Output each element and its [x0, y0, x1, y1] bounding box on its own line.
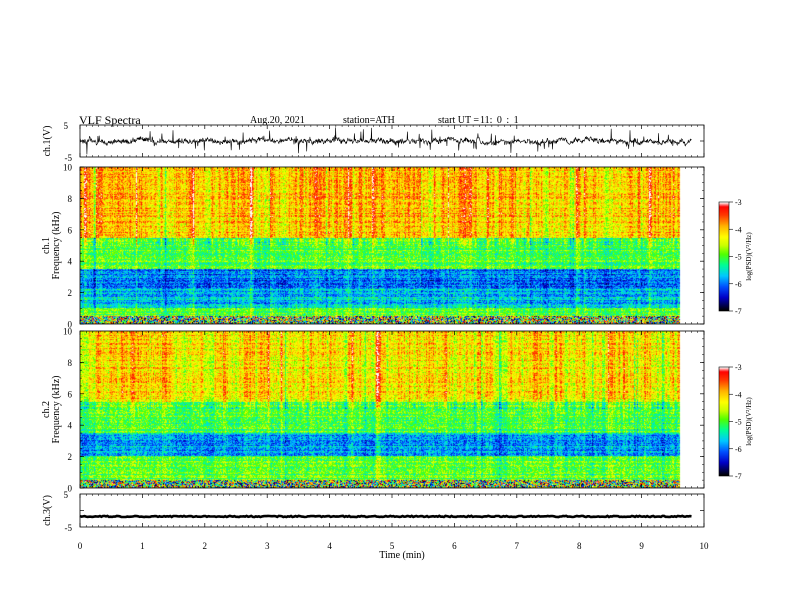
observation-date: Aug.20, 2021 — [250, 115, 305, 126]
frequency-axis-label: Frequency (kHz) — [51, 211, 62, 279]
colorbar-tick-label: -6 — [735, 445, 742, 454]
y-axis-label: ch.3(V) — [42, 495, 53, 526]
frequency-axis-label: Frequency (kHz) — [51, 375, 62, 443]
colorbar-label: log(PSD)(V²/Hz) — [745, 232, 753, 281]
colorbar-tick-label: -7 — [735, 307, 742, 316]
colorbar-tick-label: -4 — [735, 390, 742, 399]
y-tick-label: 5 — [64, 490, 69, 500]
colorbar-tick-label: -4 — [735, 225, 742, 234]
x-axis-label: Time (min) — [379, 550, 424, 561]
y-tick-label: 2 — [68, 288, 73, 298]
ch3-waveform-line — [79, 514, 692, 519]
x-tick-label: 8 — [577, 541, 582, 551]
y-tick-label: 10 — [63, 163, 73, 173]
station-label: station=ATH — [343, 115, 395, 126]
y-tick-label: 4 — [68, 257, 73, 267]
colorbar-tick-label: -3 — [735, 363, 742, 372]
ch2-spectrogram-heatmap — [80, 331, 692, 488]
panel-frame — [79, 166, 705, 325]
y-tick-label: 2 — [68, 452, 73, 462]
y-tick-label: 8 — [68, 358, 73, 368]
y-axis-label: ch.1(V) — [42, 126, 53, 157]
y-tick-label: 0 — [68, 320, 73, 330]
channel-label: ch.2 — [41, 401, 52, 418]
y-tick-label: 10 — [63, 327, 73, 337]
y-tick-label: 8 — [68, 194, 73, 204]
colorbar-tick-label: -3 — [735, 198, 742, 207]
x-tick-label: 7 — [515, 541, 520, 551]
x-tick-label: 3 — [265, 541, 270, 551]
x-tick-label: 4 — [327, 541, 332, 551]
y-tick-label: 6 — [68, 389, 73, 399]
x-tick-label: 5 — [390, 541, 395, 551]
start-ut-value: 11: 0 : 1 — [480, 115, 519, 126]
panel-frame — [79, 330, 705, 489]
y-tick-label: -5 — [65, 153, 73, 163]
ch1-waveform-line — [79, 127, 692, 155]
panel-frame — [79, 493, 705, 528]
ch1-spectrogram-heatmap — [80, 167, 692, 324]
y-tick-label: 6 — [68, 225, 73, 235]
y-tick-label: 4 — [68, 421, 73, 431]
colorbar-label: log(PSD)(V²/Hz) — [745, 397, 753, 446]
ch2-colorbar — [719, 367, 729, 476]
y-tick-label: 0 — [68, 484, 73, 494]
x-tick-label: 9 — [639, 541, 644, 551]
colorbar-tick-label: -5 — [735, 253, 742, 262]
colorbar-frame — [718, 366, 730, 477]
figure-title: VLF Spectra — [79, 113, 141, 127]
y-tick-label: -5 — [65, 523, 73, 533]
x-tick-label: 10 — [700, 541, 710, 551]
x-tick-label: 2 — [203, 541, 208, 551]
y-tick-label: 5 — [64, 121, 69, 131]
colorbar-tick-label: -6 — [735, 280, 742, 289]
colorbar-frame — [718, 201, 730, 312]
channel-label: ch.1 — [41, 237, 52, 254]
x-tick-label: 6 — [452, 541, 457, 551]
start-ut-label: start UT = — [438, 115, 480, 126]
colorbar-tick-label: -5 — [735, 418, 742, 427]
ch1-colorbar — [719, 202, 729, 311]
colorbar-tick-label: -7 — [735, 472, 742, 481]
x-tick-label: 0 — [78, 541, 83, 551]
x-tick-label: 1 — [140, 541, 145, 551]
